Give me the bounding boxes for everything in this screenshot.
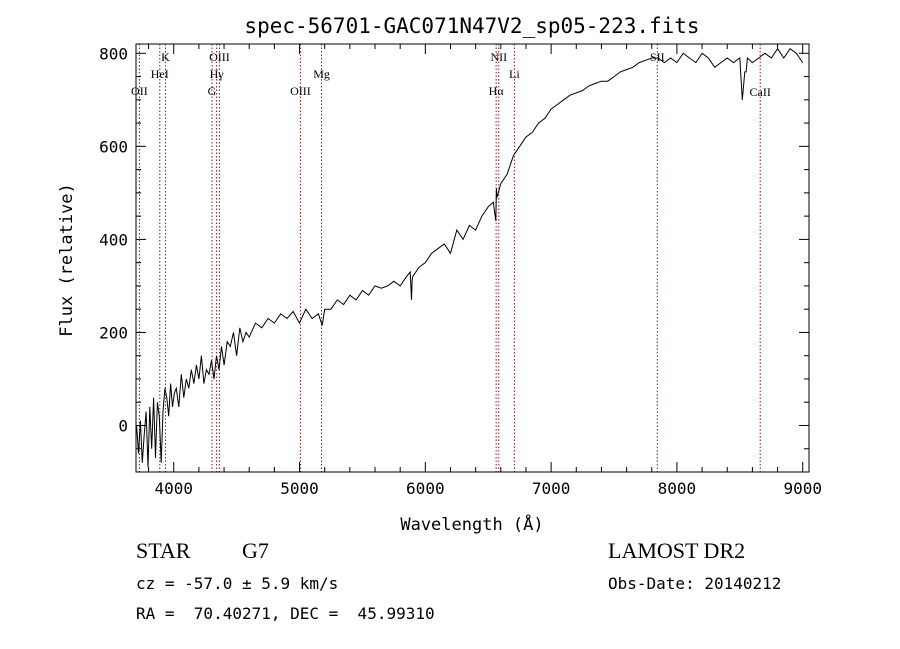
line-label: OII	[131, 84, 148, 98]
y-tick-label: 600	[99, 137, 128, 156]
line-label: K	[161, 50, 170, 64]
y-tick-label: 0	[118, 416, 128, 435]
x-tick-label: 5000	[280, 479, 319, 498]
obs-date: Obs-Date: 20140212	[608, 574, 782, 593]
y-tick-label: 200	[99, 323, 128, 342]
line-label: Hγ	[210, 67, 225, 81]
line-label: NII	[490, 50, 507, 64]
x-tick-label: 7000	[532, 479, 571, 498]
x-tick-label: 8000	[658, 479, 697, 498]
y-tick-label: 400	[99, 230, 128, 249]
chart-title: spec-56701-GAC071N47V2_sp05-223.fits	[244, 14, 699, 38]
redshift-text: cz = -57.0 ± 5.9 km/s	[136, 574, 339, 593]
line-label: G	[208, 84, 217, 98]
line-label: Hα	[489, 84, 505, 98]
spectral-subclass: G7	[242, 538, 269, 563]
line-label: Li	[509, 67, 520, 81]
survey-name: LAMOST DR2	[608, 538, 746, 563]
plot-frame	[135, 43, 810, 473]
x-tick-label: 4000	[154, 479, 193, 498]
y-tick-label: 800	[99, 44, 128, 63]
line-label: SII	[650, 50, 665, 64]
x-axis-label: Wavelength (Å)	[400, 513, 543, 535]
object-type: STAR	[136, 538, 191, 563]
line-label: CaII	[750, 85, 771, 99]
x-tick-label: 6000	[406, 479, 445, 498]
line-label: HeI	[151, 67, 169, 81]
y-axis-label: Flux (relative)	[57, 183, 77, 337]
spectrum-line	[136, 47, 804, 468]
coordinates: RA = 70.40271, DEC = 45.99310	[136, 604, 435, 623]
line-label: Mg	[313, 67, 330, 81]
line-label: OIII	[290, 84, 311, 98]
line-label: OIII	[209, 50, 230, 64]
x-tick-label: 9000	[783, 479, 822, 498]
